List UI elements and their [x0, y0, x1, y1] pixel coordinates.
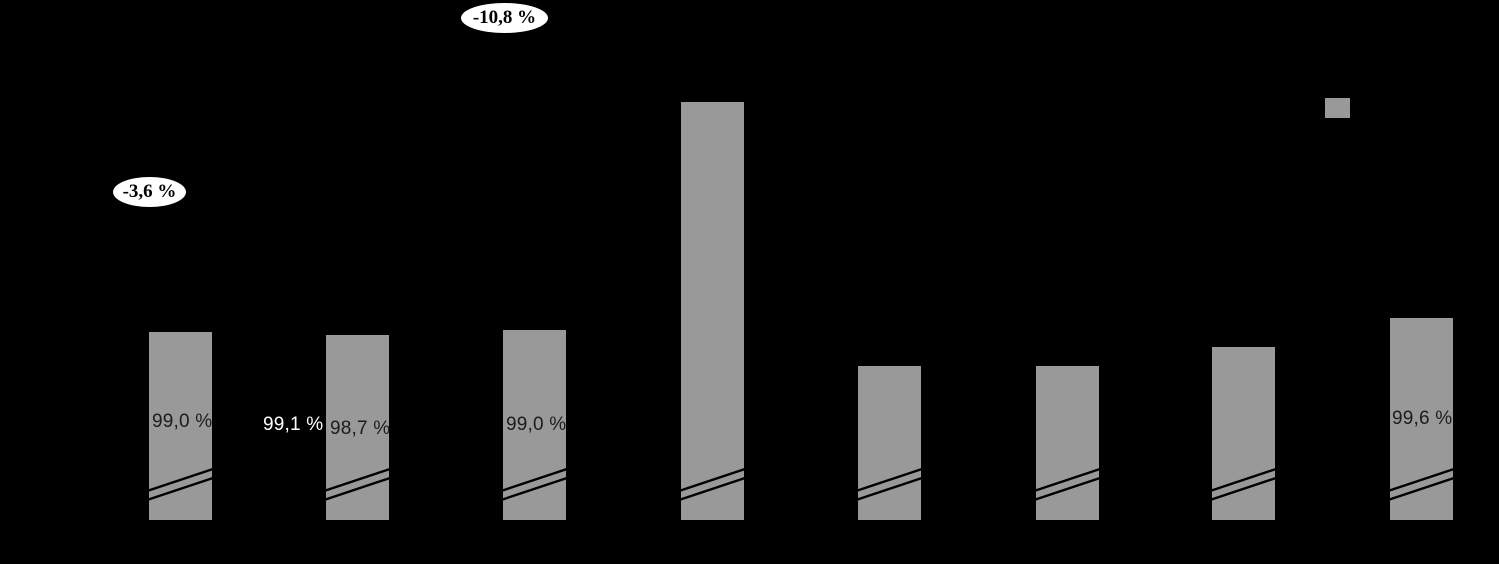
axis-break-line [323, 467, 391, 493]
axis-break-icon [1033, 467, 1101, 502]
legend-swatch [1325, 98, 1350, 118]
axis-break-line [855, 476, 923, 502]
data-label-5: 99,6 % [1392, 408, 1453, 429]
axis-break-icon [855, 467, 923, 502]
axis-break-icon [1387, 467, 1455, 502]
data-label-2: 99,1 % [263, 414, 324, 435]
bar-8 [1387, 318, 1455, 520]
bar-5 [855, 366, 923, 520]
axis-break-line [1387, 467, 1455, 493]
axis-break-icon [146, 467, 214, 502]
axis-break-line [500, 476, 568, 502]
bar-3 [500, 330, 568, 520]
axis-break-icon [678, 467, 746, 502]
bar-7 [1209, 347, 1277, 520]
bar-4 [678, 102, 746, 520]
axis-break-icon [1209, 467, 1277, 502]
axis-break-line [678, 467, 746, 493]
axis-break-line [500, 467, 568, 493]
callout-text: -3,6 % [122, 181, 177, 202]
axis-break-line [1209, 476, 1277, 502]
data-label-4: 99,0 % [506, 414, 567, 435]
callout-ellipse-2: -10,8 % [461, 3, 548, 33]
axis-break-icon [323, 467, 391, 502]
axis-break-line [1033, 467, 1101, 493]
axis-break-icon [500, 467, 568, 502]
axis-break-line [855, 467, 923, 493]
data-label-3: 98,7 % [330, 418, 391, 439]
axis-break-line [1209, 467, 1277, 493]
axis-break-line [323, 476, 391, 502]
axis-break-line [146, 467, 214, 493]
callout-ellipse-1: -3,6 % [113, 177, 186, 207]
axis-break-line [146, 476, 214, 502]
callout-text: -10,8 % [472, 7, 537, 28]
bar-2 [323, 335, 391, 520]
axis-break-line [1033, 476, 1101, 502]
data-label-1: 99,0 % [152, 411, 213, 432]
bar-1 [146, 332, 214, 520]
bar-6 [1033, 366, 1101, 520]
axis-break-line [1387, 476, 1455, 502]
axis-break-line [678, 476, 746, 502]
